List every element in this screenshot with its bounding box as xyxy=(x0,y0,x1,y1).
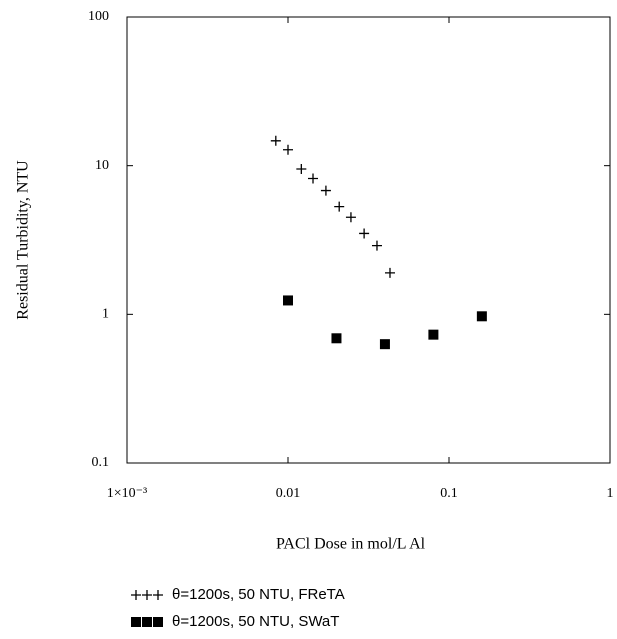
legend-swatch xyxy=(131,590,141,600)
plus-marker xyxy=(308,173,319,184)
legend-swatch xyxy=(153,590,163,600)
y-axis-label: Residual Turbidity, NTU xyxy=(15,160,32,320)
legend-swatch xyxy=(153,617,163,627)
y-tick-label: 10 xyxy=(95,158,109,173)
plus-marker xyxy=(384,267,395,278)
plus-marker xyxy=(345,212,356,223)
x-tick-label: 1 xyxy=(607,486,614,501)
plus-marker xyxy=(359,228,370,239)
legend-swatch xyxy=(131,617,141,627)
legend-swatch xyxy=(142,590,152,600)
plot-frame xyxy=(126,16,611,464)
plus-marker xyxy=(270,135,281,146)
x-axis-label: PACl Dose in mol/L Al xyxy=(276,536,426,553)
legend-label: θ=1200s, 50 NTU, SWaT xyxy=(172,613,339,630)
y-tick-label: 0.1 xyxy=(92,455,110,470)
square-marker xyxy=(476,311,487,322)
plus-marker xyxy=(334,201,345,212)
plus-marker xyxy=(320,185,331,196)
square-marker xyxy=(283,295,293,306)
square-marker xyxy=(379,339,390,350)
legend-swatch xyxy=(142,617,152,627)
x-tick-label: 0.1 xyxy=(440,486,458,501)
x-tick-label: 1×10⁻³ xyxy=(107,486,147,501)
legend-label: θ=1200s, 50 NTU, FReTA xyxy=(172,586,345,603)
y-tick-label: 1 xyxy=(102,307,109,322)
plus-marker xyxy=(371,240,382,251)
y-tick-label: 100 xyxy=(88,9,109,24)
square-marker xyxy=(428,329,439,340)
square-marker xyxy=(331,333,342,344)
plus-marker xyxy=(296,163,307,174)
x-tick-label: 0.01 xyxy=(276,486,301,501)
plus-marker xyxy=(283,144,293,155)
